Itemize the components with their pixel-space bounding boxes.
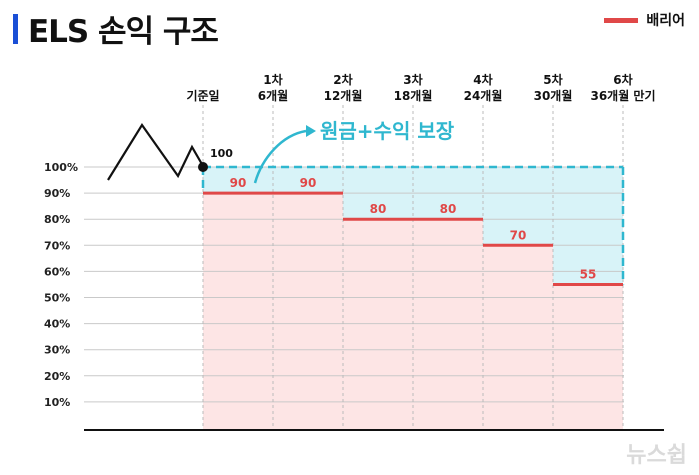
barrier-label-6: 55	[580, 267, 597, 281]
price-history-line	[107, 123, 204, 181]
period-label-1: 1차	[263, 72, 282, 87]
y-tick-label-40: 40%	[44, 318, 70, 331]
period-sublabel-5: 30개월	[534, 88, 573, 103]
base-point	[198, 162, 208, 172]
protected-area-1	[203, 167, 273, 194]
loss-area-4	[413, 219, 483, 430]
period-label-6: 6차	[613, 72, 632, 87]
loss-area-5	[483, 245, 553, 430]
y-tick-label-70: 70%	[44, 239, 70, 252]
protected-area-6	[553, 167, 623, 285]
period-label-3: 3차	[403, 72, 422, 87]
barrier-label-2: 90	[300, 176, 317, 190]
y-tick-label-30: 30%	[44, 344, 70, 357]
barrier-label-3: 80	[370, 202, 387, 216]
protected-area-5	[483, 167, 553, 246]
loss-area-1	[203, 193, 273, 430]
base-point-label: 100	[210, 147, 233, 160]
loss-area-2	[273, 193, 343, 430]
y-tick-label-60: 60%	[44, 265, 70, 278]
annotation-text: 원금+수익 보장	[320, 119, 455, 143]
protected-area-2	[273, 167, 343, 194]
watermark-logo: 뉴스쉽	[626, 443, 687, 468]
y-tick-label-50: 50%	[44, 292, 70, 305]
y-tick-label-90: 90%	[44, 187, 70, 200]
loss-area-6	[553, 284, 623, 430]
legend: 배리어	[604, 10, 685, 30]
y-tick-label-10: 10%	[44, 396, 70, 409]
title-accent-bar	[13, 14, 18, 44]
loss-area-3	[343, 219, 413, 430]
y-tick-label-100: 100%	[44, 161, 78, 174]
period-label-5: 5차	[543, 72, 562, 87]
barrier-label-1: 90	[230, 176, 247, 190]
barrier-label-5: 70	[510, 228, 527, 242]
annotation-arrow	[253, 129, 307, 184]
period-sublabel-1: 6개월	[258, 88, 288, 103]
period-label-2: 2차	[333, 72, 352, 87]
period-label-0: 기준일	[186, 88, 219, 103]
period-sublabel-2: 12개월	[324, 88, 363, 103]
y-tick-label-80: 80%	[44, 213, 70, 226]
y-tick-label-20: 20%	[44, 370, 70, 383]
barrier-label-4: 80	[440, 202, 457, 216]
period-sublabel-3: 18개월	[394, 88, 433, 103]
annotation-arrowhead	[306, 125, 316, 137]
period-sublabel-4: 24개월	[464, 88, 503, 103]
legend-label-barrier: 배리어	[646, 13, 685, 29]
legend-swatch-barrier	[604, 17, 639, 23]
period-label-4: 4차	[473, 72, 492, 87]
chart-title: ELS 손익 구조	[28, 14, 219, 50]
period-sublabel-6: 36개월 만기	[590, 88, 655, 103]
